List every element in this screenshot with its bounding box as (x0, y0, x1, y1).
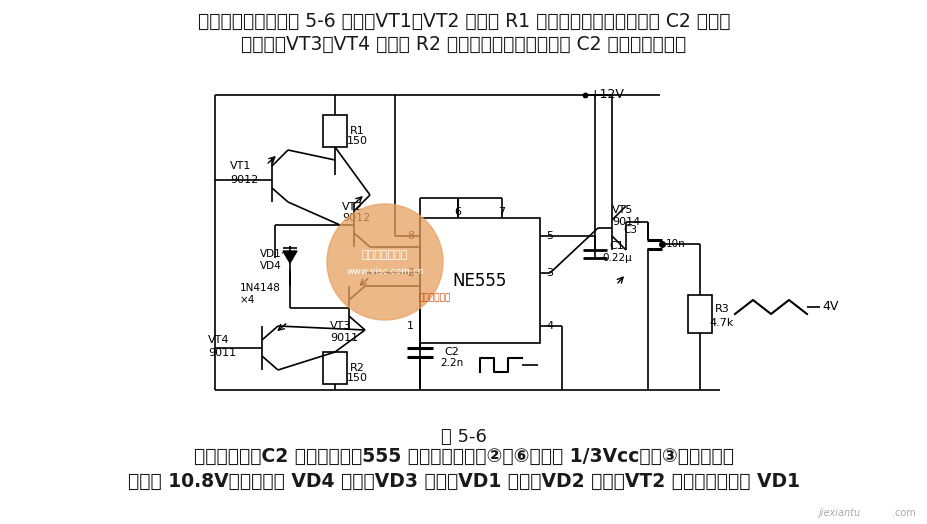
Text: R3: R3 (714, 304, 729, 314)
Bar (323, 115, 347, 147)
Text: 4.7k: 4.7k (709, 318, 733, 328)
Text: 1: 1 (407, 321, 413, 331)
Text: VD1~: VD1~ (260, 249, 290, 259)
Text: R1: R1 (349, 126, 364, 136)
Text: C3: C3 (622, 225, 636, 235)
Text: C1: C1 (609, 241, 624, 251)
Text: 最量采购网站: 最量采购网站 (418, 293, 451, 302)
Text: 4V: 4V (822, 300, 838, 313)
Bar (687, 295, 711, 333)
Text: 4: 4 (545, 321, 552, 331)
Text: 9012: 9012 (342, 213, 370, 223)
Text: +12V: +12V (589, 88, 624, 101)
Text: 10n: 10n (666, 239, 685, 249)
Text: 9011: 9011 (330, 333, 358, 343)
Text: 图 5-6: 图 5-6 (440, 428, 487, 446)
Text: 性充电；VT3、VT4 和电阻 R2 构成恒流源，用于对电容 C2 实现线性放电。: 性充电；VT3、VT4 和电阻 R2 构成恒流源，用于对电容 C2 实现线性放电… (241, 35, 686, 54)
Text: VT2: VT2 (342, 202, 363, 212)
Text: 维库电子市场网: 维库电子市场网 (362, 250, 408, 260)
Text: VT5: VT5 (611, 205, 633, 215)
Bar (420, 218, 540, 343)
Text: 6: 6 (454, 207, 461, 217)
Text: 150: 150 (346, 136, 367, 146)
Text: 2: 2 (406, 268, 413, 278)
Text: VD4: VD4 (260, 261, 282, 271)
Text: VT3: VT3 (330, 321, 351, 331)
Text: 工作原理：电路如图 5-6 所示。VT1、VT2 和电阻 R1 构成恒流源，用于对电容 C2 实现线: 工作原理：电路如图 5-6 所示。VT1、VT2 和电阻 R1 构成恒流源，用于… (197, 12, 730, 31)
Text: jiexiantu: jiexiantu (817, 508, 859, 518)
Text: NE555: NE555 (452, 271, 507, 289)
Text: 2.2n: 2.2n (440, 358, 464, 368)
Text: R2: R2 (349, 363, 364, 373)
Text: 150: 150 (346, 373, 367, 383)
Text: 9014: 9014 (611, 217, 640, 227)
Text: 0.22μ: 0.22μ (602, 253, 631, 263)
Text: 1N4148: 1N4148 (240, 283, 281, 293)
Text: 9011: 9011 (208, 348, 235, 358)
Text: www.visc.com.cn: www.visc.com.cn (346, 267, 424, 277)
Polygon shape (283, 251, 297, 263)
Text: 3: 3 (545, 268, 552, 278)
Text: 9012: 9012 (230, 175, 258, 185)
Circle shape (326, 204, 442, 320)
Text: VT4: VT4 (208, 335, 229, 345)
Text: 电路刚接通，C2 上电压为零，555 时基集成电路的②、⑥脚小于 1/3Vcc，其③脚输出高电: 电路刚接通，C2 上电压为零，555 时基集成电路的②、⑥脚小于 1/3Vcc，… (194, 447, 733, 466)
Text: ×4: ×4 (240, 295, 255, 305)
Text: 7: 7 (498, 207, 505, 217)
Text: VT1: VT1 (230, 161, 251, 171)
Text: .com: .com (891, 508, 915, 518)
Text: 5: 5 (545, 231, 552, 241)
Text: C2: C2 (444, 347, 459, 357)
Text: 8: 8 (406, 231, 413, 241)
Text: 平（约 10.8V），二极管 VD4 正偏，VD3 反偏；VD1 正偏，VD2 反偏。VT2 集电极电流通过 VD1: 平（约 10.8V），二极管 VD4 正偏，VD3 反偏；VD1 正偏，VD2 … (128, 472, 799, 491)
Bar (323, 352, 347, 384)
